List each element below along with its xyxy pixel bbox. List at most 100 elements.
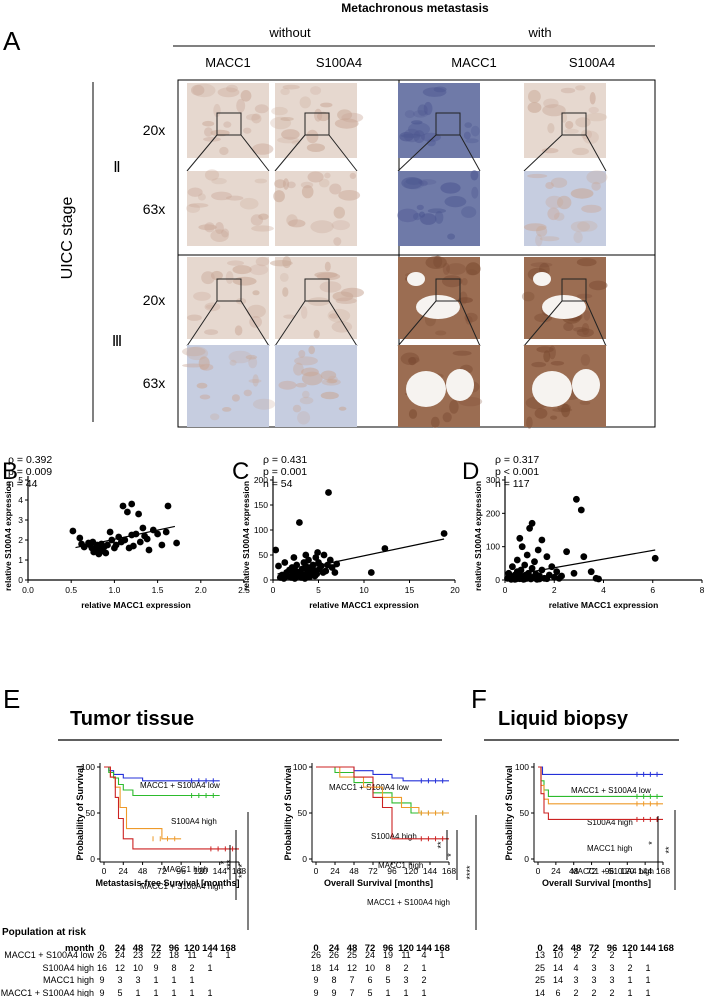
risk-month-header: 24 [115, 943, 126, 954]
tissue-texture [248, 356, 258, 369]
micrograph-background [187, 83, 269, 158]
tissue-texture [314, 108, 323, 122]
risk-count: 1 [207, 988, 212, 997]
data-point [517, 566, 525, 574]
tissue-texture [219, 146, 229, 156]
tissue-texture [564, 128, 579, 134]
tissue-texture [580, 354, 591, 366]
data-point [320, 551, 328, 559]
x-tick-label: 24 [330, 866, 340, 876]
data-point [521, 575, 529, 583]
mag-label-20x: 20x [143, 292, 166, 308]
tissue-texture [198, 224, 217, 231]
risk-count: 2 [591, 950, 596, 960]
x-tick-label: 1.5 [152, 585, 164, 595]
tissue-texture [226, 84, 238, 93]
tissue-texture [589, 92, 596, 105]
micrograph-image [524, 345, 606, 429]
tissue-texture [591, 181, 601, 191]
tissue-texture [191, 84, 205, 96]
tissue-texture [435, 330, 447, 336]
risk-month-header: 48 [133, 943, 144, 954]
significance-stars: **** [465, 865, 475, 880]
tissue-texture [452, 350, 472, 356]
tissue-texture [434, 210, 444, 224]
tissue-texture [210, 229, 229, 242]
risk-title: Population at risk [2, 927, 86, 938]
tissue-texture [320, 391, 339, 400]
zoom-line [240, 300, 270, 347]
tissue-texture [245, 354, 258, 360]
data-point [328, 564, 336, 571]
tissue-texture [196, 382, 208, 389]
data-point [293, 561, 301, 569]
tissue-texture [408, 409, 418, 419]
curve-label: S100A4 high [587, 818, 633, 827]
tissue-texture [526, 416, 533, 429]
tissue-texture [465, 262, 481, 276]
data-point [509, 563, 516, 571]
tissue-texture [403, 178, 425, 190]
x-tick-label: 8 [700, 585, 705, 595]
y-tick-label: 300 [486, 475, 500, 485]
tissue-texture [334, 118, 359, 129]
risk-count: 2 [573, 950, 578, 960]
y-tick-label: 100 [486, 542, 500, 552]
risk-count: 3 [135, 975, 140, 985]
tissue-texture [442, 412, 452, 423]
zoom-line [328, 134, 358, 172]
tissue-texture [271, 106, 288, 116]
tissue-texture [577, 293, 593, 299]
tissue-texture [306, 129, 319, 144]
tissue-texture [565, 121, 574, 129]
risk-count: 4 [207, 950, 212, 960]
tissue-texture [419, 180, 428, 187]
zoom-box [304, 112, 330, 136]
tissue-texture [411, 120, 423, 125]
tissue-texture [252, 374, 259, 387]
risk-count: 2 [591, 988, 596, 997]
y-tick-label: 1 [18, 555, 23, 565]
data-point [154, 530, 162, 538]
y-tick-label: 100 [293, 762, 307, 772]
annotation-p: p = 0.001 [263, 466, 307, 478]
y-tick-label: 50 [520, 808, 530, 818]
y-tick-label: 4 [18, 495, 23, 505]
risk-count: 1 [207, 963, 212, 973]
tissue-texture [541, 147, 559, 154]
x-axis-label: relative MACC1 expression [81, 600, 191, 610]
tissue-texture [543, 350, 551, 363]
panel-e-title: Tumor tissue [70, 708, 194, 730]
y-tick-label: 0 [263, 575, 268, 585]
tissue-texture [340, 287, 364, 298]
tissue-texture [278, 380, 297, 390]
risk-count: 16 [97, 963, 107, 973]
x-tick-label: 0.0 [22, 585, 34, 595]
tissue-texture [254, 104, 269, 114]
tissue-texture [416, 204, 424, 210]
tissue-texture [527, 173, 548, 179]
tissue-texture [543, 98, 559, 109]
scatter-chart-d: D 0 2 4 6 8 0 100 200 300 relative MACC1 expressio… [462, 454, 705, 610]
significance-stars: * [219, 860, 229, 864]
tissue-texture [203, 136, 221, 142]
y-axis-label: Probability of Survival [75, 765, 85, 860]
tissue-texture [204, 302, 221, 312]
tissue-texture [327, 308, 351, 323]
tissue-texture [444, 196, 467, 208]
column-label: MACC1 [205, 55, 251, 70]
data-point [528, 564, 536, 572]
panel-letter-e: E [3, 684, 20, 714]
annotation-p: p < 0.001 [495, 466, 539, 478]
regression-line [75, 525, 176, 549]
tissue-texture [273, 190, 285, 203]
tissue-texture [547, 123, 555, 134]
survival-chart-1: 0 24 48 72 96 120 144 168 0 50 100 Metastasis-free … [75, 762, 249, 930]
tissue-texture [243, 127, 252, 134]
tissue-texture [457, 297, 473, 304]
risk-month-header: 168 [220, 943, 236, 954]
group-label-without: without [268, 25, 311, 40]
tissue-texture [570, 221, 591, 233]
data-point [587, 568, 595, 576]
